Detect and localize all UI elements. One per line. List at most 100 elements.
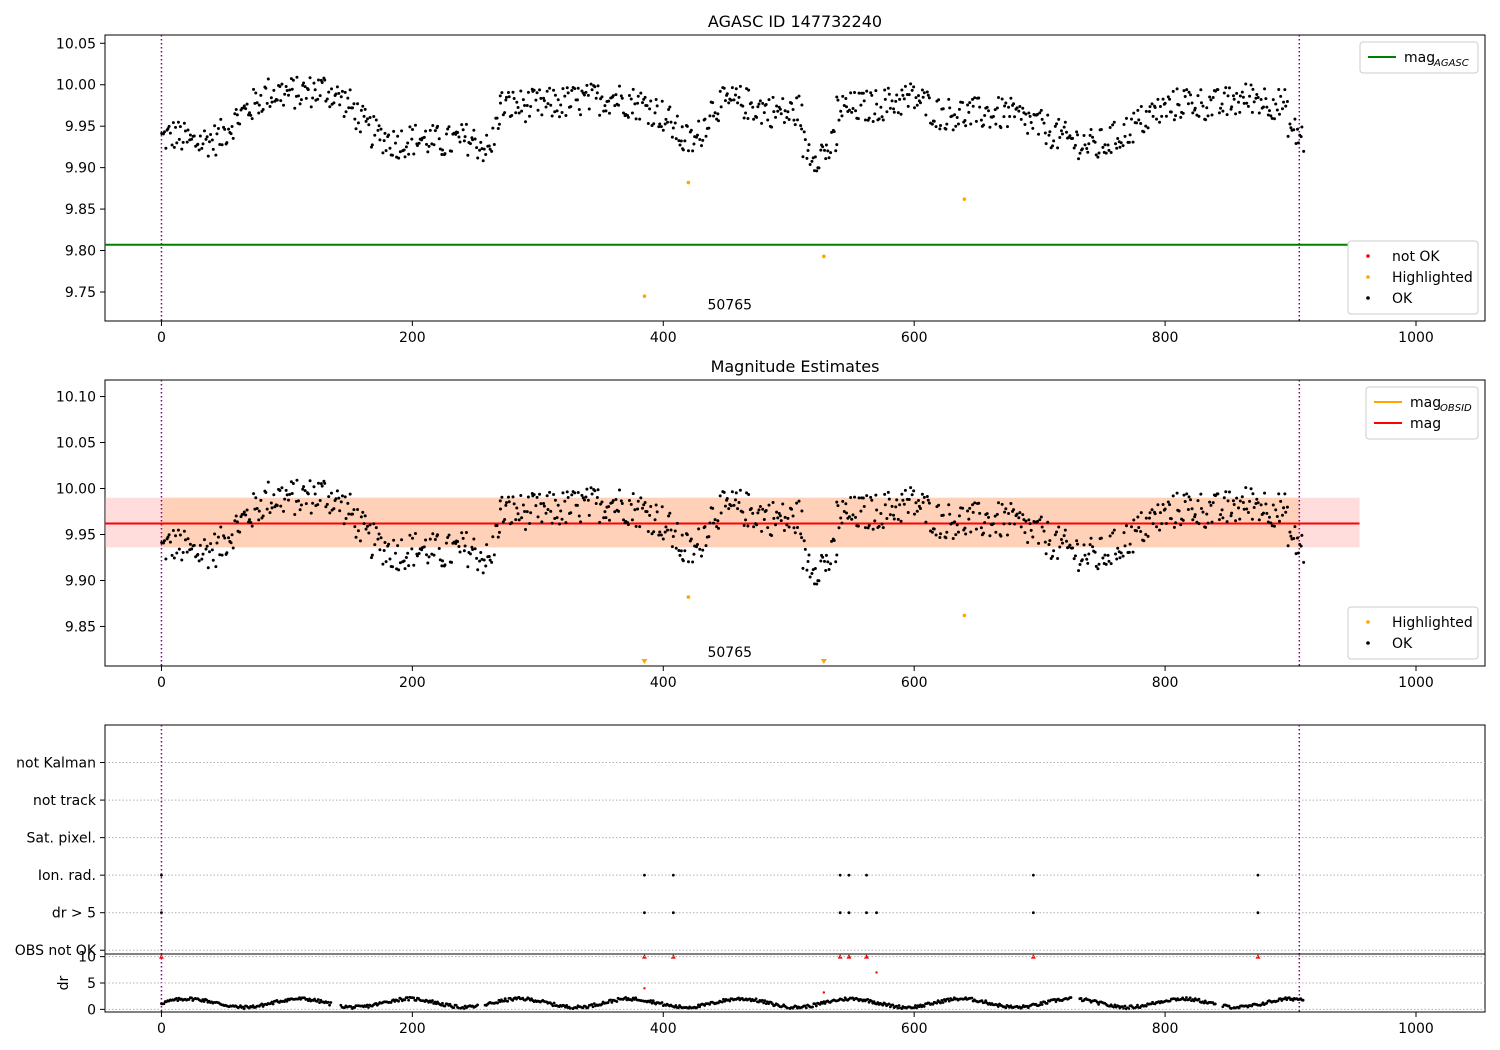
category-label: not track bbox=[33, 793, 97, 809]
legend-subscript: AGASC bbox=[1433, 58, 1469, 69]
ok-point bbox=[950, 521, 954, 525]
ok-point bbox=[1280, 107, 1284, 111]
not-ok-point bbox=[822, 991, 826, 994]
ok-point bbox=[1078, 563, 1082, 567]
ok-point bbox=[1059, 538, 1063, 542]
ok-point bbox=[1166, 95, 1170, 99]
ok-point bbox=[963, 118, 967, 122]
ok-point bbox=[327, 90, 331, 94]
ok-point bbox=[353, 117, 357, 121]
ok-point bbox=[661, 537, 665, 541]
legend-label: mag bbox=[1404, 50, 1435, 66]
dr-point bbox=[590, 1003, 594, 1006]
ok-point bbox=[282, 103, 286, 107]
ok-point bbox=[378, 138, 382, 142]
ok-point bbox=[837, 526, 841, 530]
ok-point bbox=[861, 496, 865, 500]
ok-point bbox=[1077, 569, 1081, 573]
ok-point bbox=[479, 140, 483, 144]
x-tick-label: 1000 bbox=[1398, 1021, 1434, 1037]
ok-point bbox=[376, 128, 380, 132]
ok-point bbox=[685, 124, 689, 128]
ok-point bbox=[1190, 507, 1194, 511]
ok-point bbox=[883, 503, 887, 507]
ok-point bbox=[582, 498, 586, 502]
dr-point bbox=[615, 1000, 619, 1003]
highlighted-point bbox=[642, 294, 647, 298]
ok-point bbox=[500, 495, 504, 499]
ok-point bbox=[764, 103, 768, 107]
ok-point bbox=[1266, 113, 1270, 117]
ok-point bbox=[576, 490, 580, 494]
flag-point bbox=[671, 873, 675, 877]
ok-point bbox=[462, 549, 466, 553]
ok-point bbox=[589, 82, 593, 86]
ok-point bbox=[1174, 521, 1178, 525]
ok-point bbox=[626, 115, 630, 119]
ok-point bbox=[211, 558, 215, 562]
ok-point bbox=[440, 152, 444, 156]
ok-point bbox=[511, 495, 515, 499]
ok-point bbox=[285, 88, 289, 92]
ok-point bbox=[1135, 529, 1139, 533]
ok-point bbox=[1055, 530, 1059, 534]
ok-point bbox=[971, 97, 975, 101]
ok-point bbox=[354, 127, 358, 131]
ok-point bbox=[695, 133, 699, 137]
ok-point bbox=[472, 537, 476, 541]
ok-point bbox=[774, 523, 778, 527]
dr-point bbox=[591, 1005, 595, 1009]
dr-point bbox=[1301, 998, 1305, 1002]
highlighted-point bbox=[686, 180, 691, 185]
x-tick-label: 0 bbox=[157, 675, 166, 691]
ok-point bbox=[869, 495, 873, 499]
ok-point bbox=[898, 97, 902, 101]
ok-point bbox=[510, 114, 514, 118]
ok-point bbox=[1267, 515, 1271, 519]
ok-point bbox=[1047, 133, 1051, 137]
ok-point bbox=[805, 156, 809, 160]
ok-point bbox=[211, 147, 215, 151]
ok-point bbox=[324, 505, 328, 509]
ok-point bbox=[1029, 528, 1033, 532]
ok-point bbox=[519, 89, 523, 93]
ok-point bbox=[1021, 106, 1025, 110]
ok-point bbox=[312, 485, 316, 489]
y-tick-label: 9.80 bbox=[65, 244, 96, 260]
ok-point bbox=[822, 148, 826, 152]
ok-point bbox=[859, 103, 863, 107]
ok-point bbox=[938, 127, 942, 131]
ok-point bbox=[1065, 130, 1069, 134]
ok-point bbox=[520, 109, 524, 113]
ok-point bbox=[311, 96, 315, 100]
ok-point bbox=[1017, 516, 1021, 520]
ok-point bbox=[542, 504, 546, 508]
ok-point bbox=[1096, 155, 1100, 159]
ok-point bbox=[752, 525, 756, 529]
ok-point bbox=[901, 498, 905, 502]
ok-point bbox=[444, 541, 448, 545]
ok-point bbox=[667, 514, 671, 518]
ok-point bbox=[1164, 521, 1168, 525]
ok-point bbox=[1255, 497, 1259, 501]
ok-point bbox=[666, 528, 670, 532]
ok-point bbox=[231, 546, 235, 550]
ok-point bbox=[167, 533, 171, 537]
magnitude-estimates-panel: Magnitude Estimates 50765 0 200 400 600 800 1… bbox=[56, 357, 1486, 691]
ok-point bbox=[412, 563, 416, 567]
ok-point bbox=[1088, 133, 1092, 137]
ok-point bbox=[1153, 105, 1157, 109]
ok-point bbox=[870, 498, 874, 502]
ok-point bbox=[1114, 142, 1118, 146]
ok-point bbox=[545, 89, 549, 93]
dr-point bbox=[895, 1004, 899, 1008]
x-tick-label: 400 bbox=[650, 330, 677, 346]
ok-point bbox=[803, 547, 807, 551]
ok-point bbox=[565, 86, 569, 90]
ok-point bbox=[1007, 512, 1011, 516]
ok-point bbox=[1144, 109, 1148, 113]
ok-point bbox=[501, 113, 505, 117]
ok-point bbox=[921, 500, 925, 504]
ok-point bbox=[1039, 108, 1043, 112]
ok-point bbox=[1119, 141, 1123, 145]
